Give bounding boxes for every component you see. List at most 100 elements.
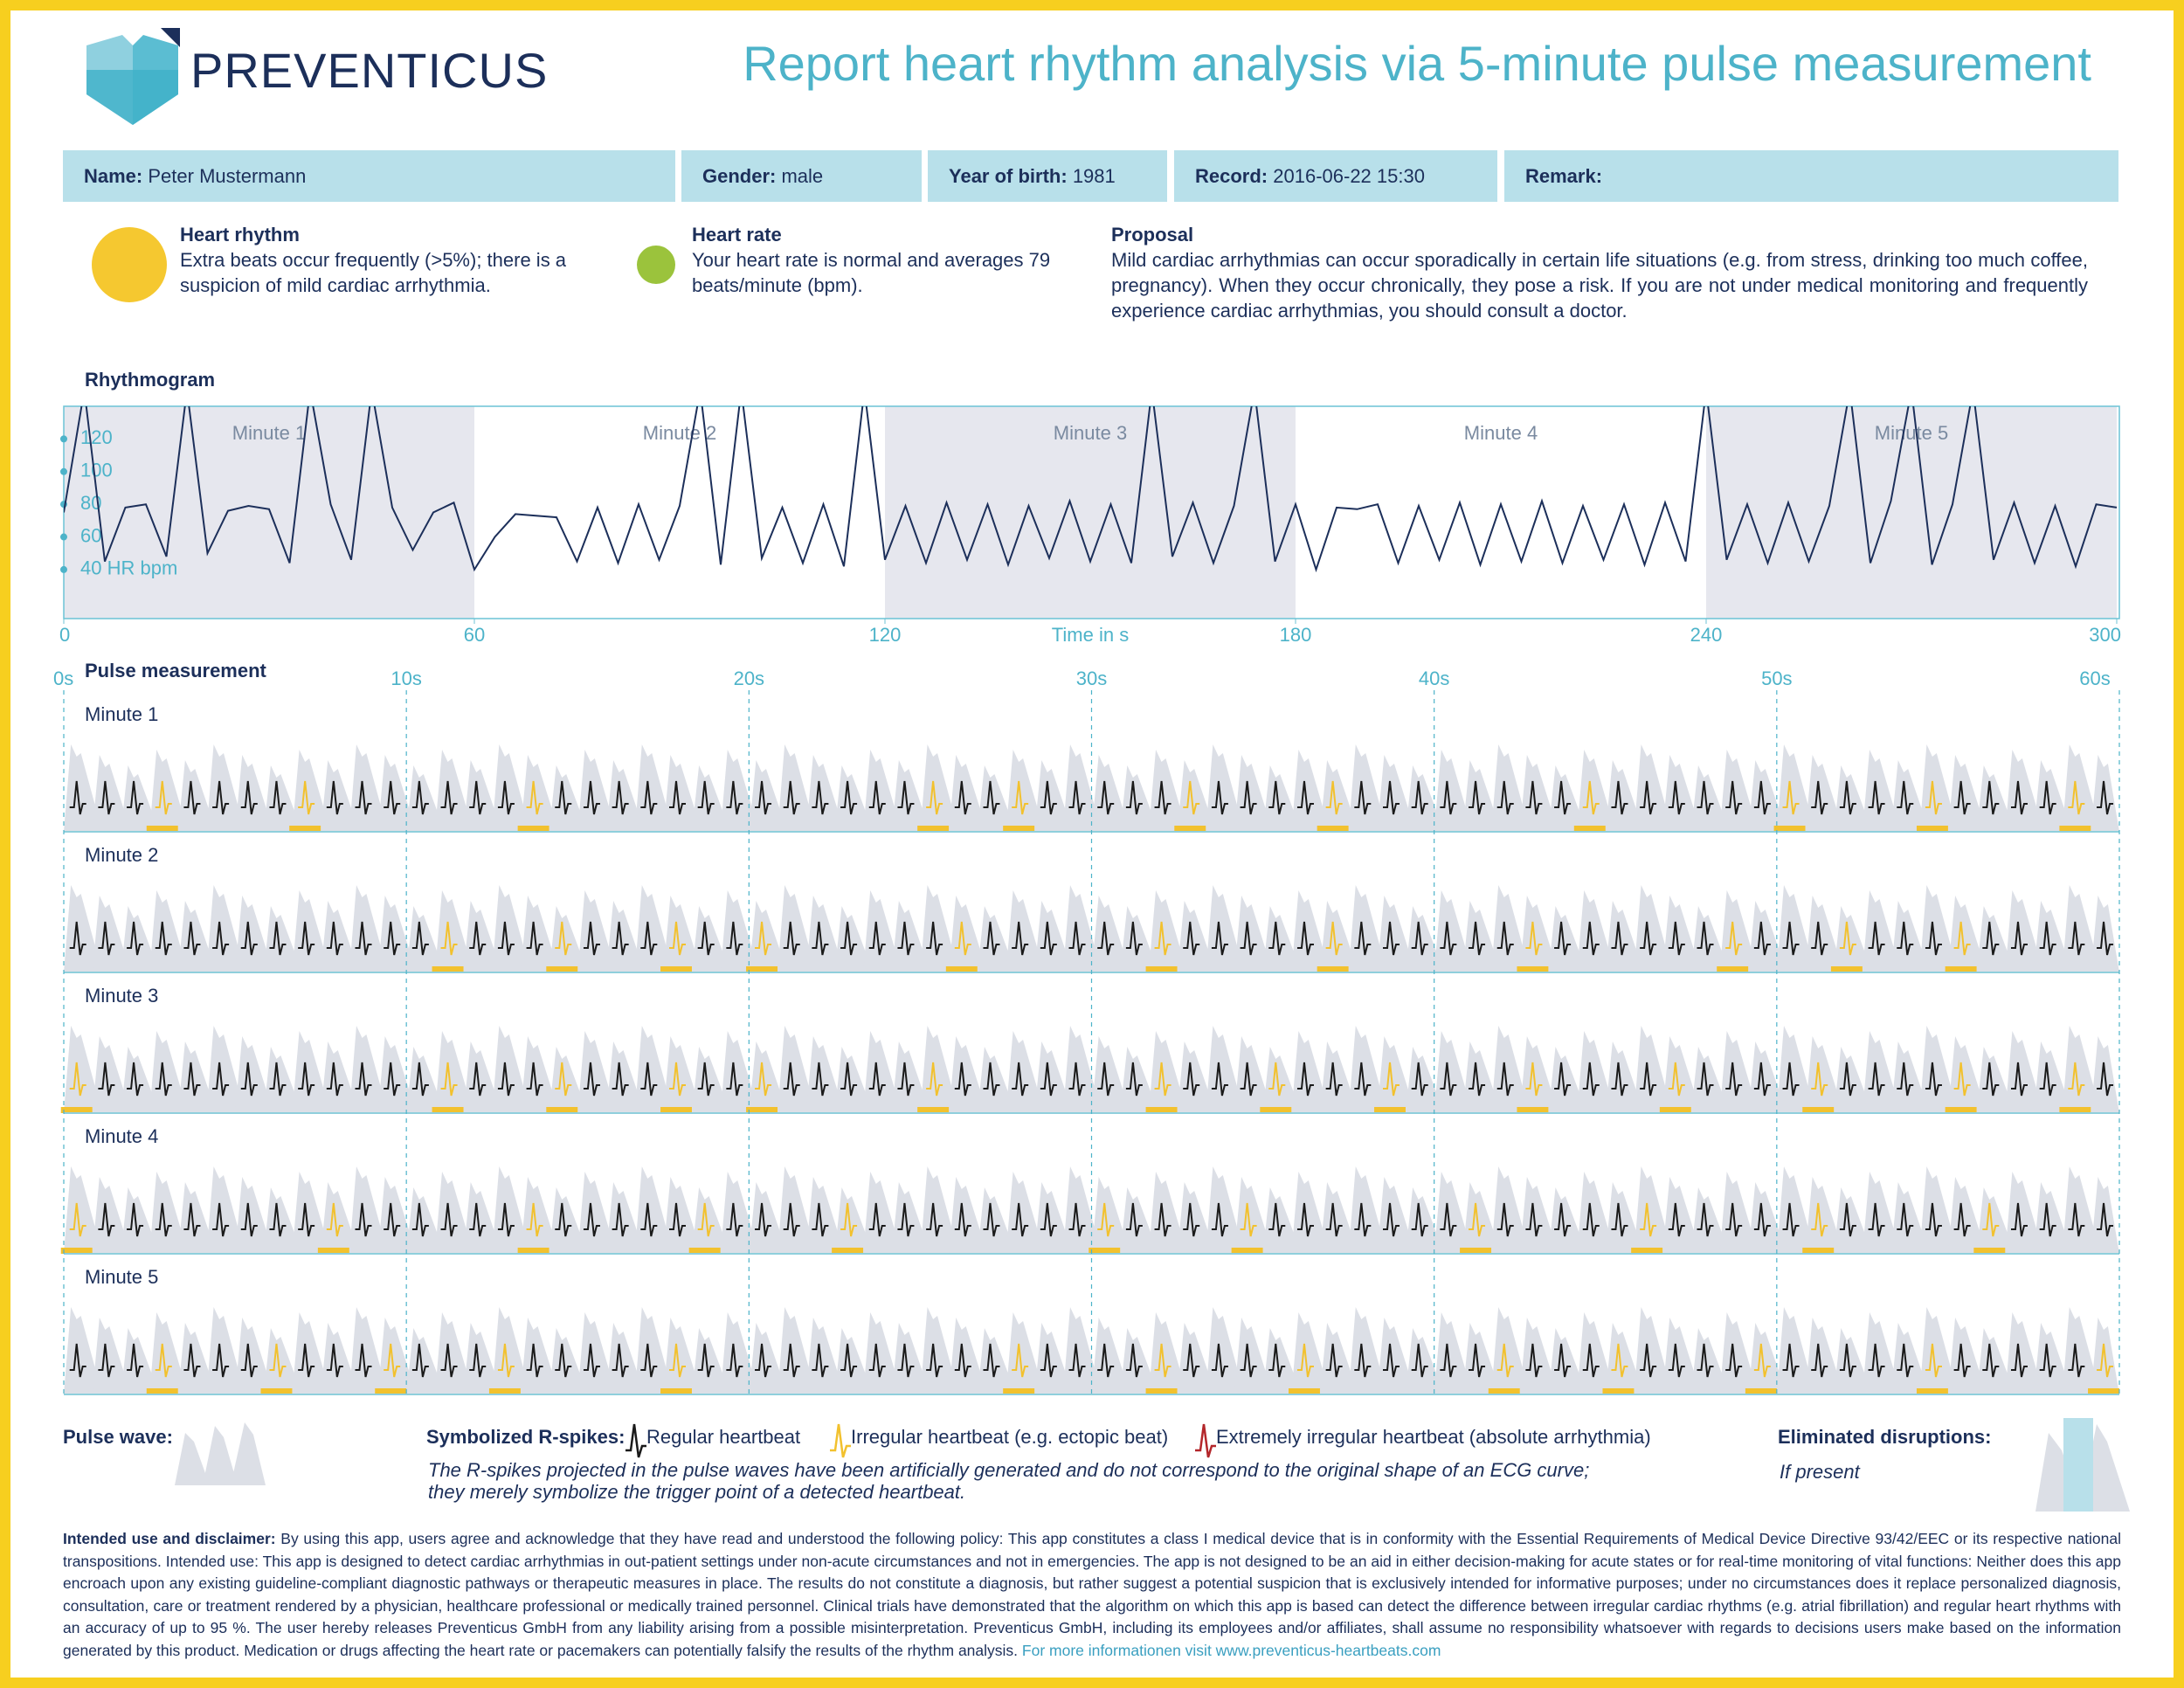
irregular-bar: [1003, 1388, 1035, 1394]
pulse-wave: [520, 1318, 560, 1394]
regular-beat: [868, 1062, 886, 1097]
disclaimer-link[interactable]: For more informationen visit www.prevent…: [1021, 1641, 1441, 1659]
pulse-wave: [1062, 885, 1102, 972]
regular-beat: [1554, 1062, 1572, 1097]
pulse-wave: [1434, 750, 1473, 832]
regular-beat: [1469, 921, 1486, 956]
irregular-beat: [155, 780, 172, 815]
regular-beat: [411, 780, 429, 815]
pulse-wave: [177, 1323, 217, 1394]
pulse-wave: [1548, 1047, 1587, 1113]
regular-beat: [269, 921, 287, 956]
pulse-wave: [292, 750, 331, 832]
regular-beat: [1325, 1062, 1343, 1097]
pulse-wave: [634, 744, 674, 832]
regular-beat: [469, 1062, 487, 1097]
regular-beat: [1839, 1202, 1856, 1237]
band-label: Minute 3: [1054, 422, 1127, 444]
irregular-beat: [1839, 921, 1856, 956]
pulse-wave: [64, 1307, 103, 1394]
pulse-wave: [1577, 750, 1616, 832]
minute-band: [1706, 406, 2117, 619]
pulse-wave: [1719, 1312, 1759, 1394]
pulse-wave: [406, 906, 446, 972]
irregular-beat: [1925, 780, 1942, 815]
proposal: Proposal Mild cardiac arrhythmias can occ…: [1111, 222, 2088, 323]
pulse-wave: [863, 890, 902, 972]
irregular-beat: [697, 1202, 715, 1237]
pulse-wave: [92, 1036, 131, 1113]
irregular-bar: [60, 1107, 93, 1113]
pulse-wave: [263, 1047, 302, 1113]
pulse-wave: [1034, 1182, 1074, 1254]
regular-beat: [2068, 921, 2085, 956]
pulse-wave: [1120, 765, 1159, 832]
pulse-wave: [1091, 1318, 1130, 1394]
pulse-wave: [1548, 765, 1587, 832]
regular-beat: [954, 1202, 971, 1237]
pulse-wave: [1976, 765, 2015, 832]
pulse-wave: [749, 1182, 788, 1254]
pulse-wave: [1491, 744, 1531, 832]
regular-beat: [983, 921, 1000, 956]
pulse-wave: [1662, 1177, 1702, 1254]
regular-beat: [1354, 780, 1372, 815]
pulse-wave: [1462, 901, 1502, 972]
irregular-bar: [1916, 826, 1948, 832]
regular-beat: [868, 1343, 886, 1378]
pulse-wave: [434, 890, 473, 972]
pulse-wave: [1491, 1307, 1531, 1394]
pulse-wave: [1377, 755, 1416, 832]
regular-beat: [240, 1202, 258, 1237]
pulse-wave: [778, 1026, 817, 1113]
regular-beat: [1668, 1202, 1685, 1237]
pulse-wave: [292, 1312, 331, 1394]
regular-beat: [440, 1343, 458, 1378]
summary-title: Heart rate: [692, 224, 782, 246]
y-tick: [60, 435, 67, 443]
irregular-bar: [832, 1248, 864, 1254]
regular-beat: [2039, 1202, 2056, 1237]
disclaimer-text: By using this app, users agree and ackno…: [63, 1530, 2121, 1659]
irregular-beat: [1012, 1343, 1029, 1378]
pulse-wave: [634, 885, 674, 972]
regular-beat: [1697, 780, 1714, 815]
pulse-wave: [1805, 755, 1844, 832]
regular-beat: [726, 1062, 743, 1097]
irregular-bar: [1145, 1107, 1178, 1113]
pulse-wave: [1805, 1318, 1844, 1394]
irregular-bar: [1517, 966, 1549, 972]
pulse-wave: [805, 896, 845, 972]
regular-beat: [1496, 1062, 1514, 1097]
time-tick-label: 30s: [1076, 668, 1107, 689]
regular-beat: [127, 1202, 144, 1237]
pulse-wave: [406, 1328, 446, 1394]
regular-beat: [1554, 780, 1572, 815]
pulse-wave: [663, 1036, 702, 1113]
pulse-wave: [1319, 901, 1359, 972]
pulse-wave: [720, 750, 759, 832]
regular-beat: [384, 921, 401, 956]
pulse-wave: [1177, 760, 1216, 832]
y-tick-label: 120: [80, 426, 113, 448]
pulse-wave: [1805, 1036, 1844, 1113]
pulse-wave: [177, 1041, 217, 1113]
pulse-wave: [1890, 901, 1930, 972]
regular-beat: [155, 1202, 172, 1237]
regular-beat: [298, 1202, 315, 1237]
regular-beat: [1040, 1343, 1057, 1378]
irregular-bar: [1317, 966, 1349, 972]
regular-beat: [1668, 1343, 1685, 1378]
regular-beat: [1982, 1343, 2000, 1378]
pulse-wave: [1234, 896, 1274, 972]
y-tick-label: 100: [80, 460, 113, 481]
regular-beat: [697, 1343, 715, 1378]
regular-beat: [183, 1062, 201, 1097]
y-tick: [60, 467, 67, 475]
regular-beat: [612, 1062, 629, 1097]
pulse-wave: [2062, 1307, 2101, 1394]
regular-beat: [1582, 1202, 1600, 1237]
pulse-wave: [1719, 890, 1759, 972]
pulse-wave: [920, 744, 959, 832]
pulse-wave: [549, 1328, 588, 1394]
